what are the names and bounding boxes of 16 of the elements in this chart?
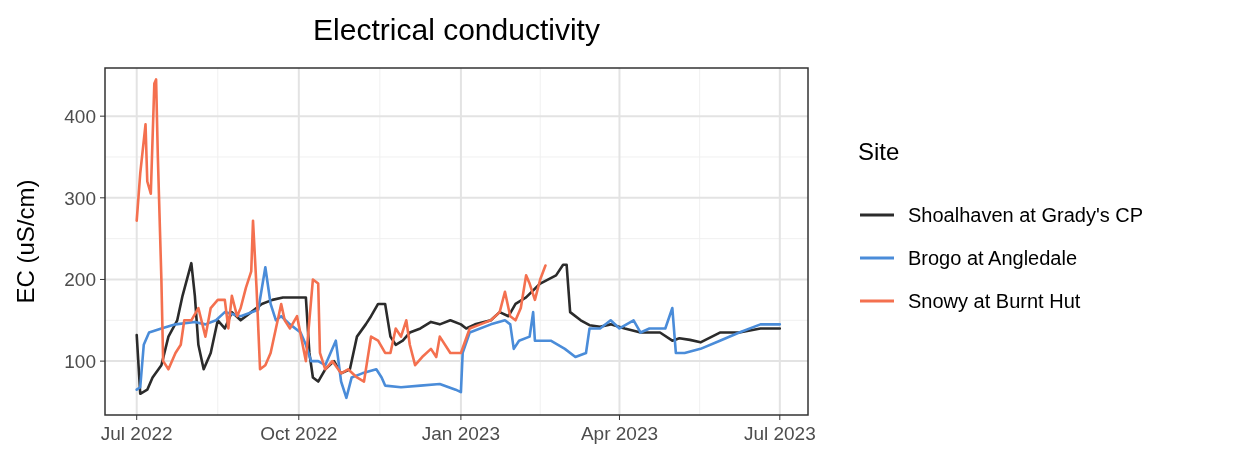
x-tick-label: Oct 2022 (260, 423, 338, 444)
y-tick-label: 100 (64, 351, 96, 373)
legend-label: Brogo at Angledale (908, 247, 1078, 269)
y-tick-label: 200 (64, 269, 96, 291)
x-tick-label: Jul 2022 (100, 423, 173, 444)
y-tick-label: 400 (64, 106, 96, 128)
x-tick-label: Apr 2023 (580, 423, 659, 444)
legend-label: Shoalhaven at Grady's CP (908, 204, 1144, 226)
legend-label: Snowy at Burnt Hut (908, 290, 1081, 312)
chart-title: Electrical conductivity (313, 13, 600, 46)
x-tick-label: Jan 2023 (421, 423, 500, 444)
y-tick-label: 300 (64, 187, 96, 209)
x-tick-label: Jul 2023 (743, 423, 816, 444)
line-series (135, 78, 547, 383)
y-axis-title: EC (uS/cm) (12, 179, 39, 304)
legend-title: Site (858, 138, 900, 165)
